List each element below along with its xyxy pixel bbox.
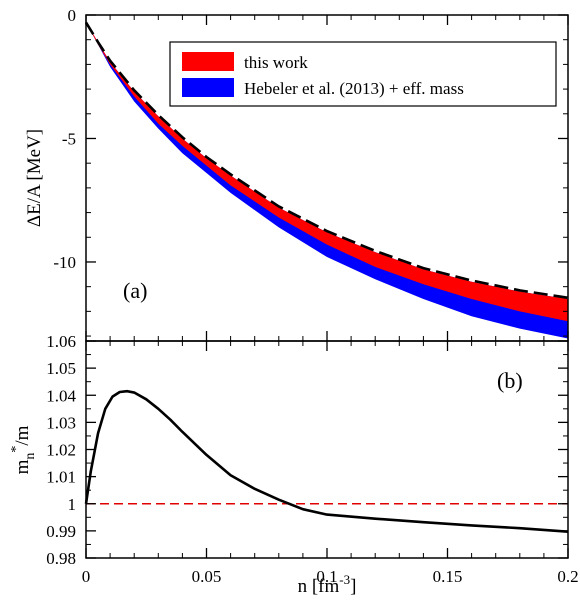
- b-ytick-label: 1: [68, 495, 77, 514]
- legend-swatch-hebeler: [182, 78, 234, 97]
- panel-b-plot-area: [84, 389, 569, 533]
- legend: this work Hebeler et al. (2013) + eff. m…: [169, 41, 557, 107]
- legend-label-hebeler: Hebeler et al. (2013) + eff. mass: [244, 79, 464, 98]
- b-ytick-label: 0.99: [46, 522, 76, 541]
- legend-swatch-this-work: [182, 52, 234, 71]
- legend-label-this-work: this work: [244, 53, 308, 72]
- panel-a-ylabel: ΔE/A [MeV]: [24, 129, 45, 227]
- x-axis-label: n [fm-3]: [298, 572, 357, 597]
- legend-box: [169, 41, 557, 107]
- panel-a: 0 -5 -10 ΔE/A [MeV] (a) this work Hebeler …: [24, 6, 569, 342]
- effective-mass-line: [84, 389, 569, 533]
- panel-b: 0.98 0.99 1 1.01 1.02 1.03 1.04 1.05 1.06 0 0.05 0.…: [9, 332, 579, 597]
- panel-a-label: (a): [123, 278, 147, 303]
- b-ytick-label: 1.05: [46, 359, 76, 378]
- a-ytick-label: -10: [53, 253, 76, 272]
- a-ytick-label: -5: [62, 129, 76, 148]
- dashed-line: [84, 21, 569, 300]
- b-ytick-label: 1.03: [46, 413, 76, 432]
- x-tick-label: 0: [82, 567, 91, 586]
- panel-b-label: (b): [497, 368, 523, 393]
- x-tick-label: 0.1: [316, 567, 337, 586]
- a-ytick-label: 0: [68, 6, 77, 25]
- panel-b-ylabel: mn*/m: [9, 425, 38, 474]
- x-tick-label: 0.05: [192, 567, 222, 586]
- b-ytick-label: 1.06: [46, 332, 76, 351]
- panel-b-frame: [85, 340, 569, 559]
- panel-a-ticks: 0 -5 -10: [53, 6, 569, 341]
- b-ytick-label: 1.02: [46, 441, 76, 460]
- b-ytick-label: 1.04: [46, 386, 76, 405]
- x-tick-label: 0.2: [557, 567, 578, 586]
- b-ytick-label: 1.01: [46, 468, 76, 487]
- panel-a-plot-area: [84, 21, 569, 339]
- x-tick-label: 0.15: [433, 567, 463, 586]
- panel-b-ticks: 0.98 0.99 1 1.01 1.02 1.03 1.04 1.05 1.06 0 0.05 0.…: [46, 332, 578, 586]
- b-ytick-label: 0.98: [46, 549, 76, 568]
